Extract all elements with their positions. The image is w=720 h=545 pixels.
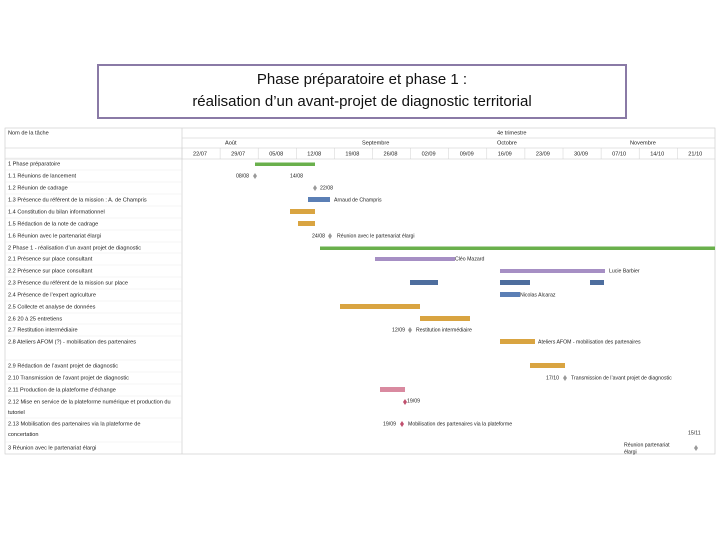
task-label: 2.3 Présence du référent de la mission s… (8, 280, 128, 286)
week-label: 14/10 (650, 151, 664, 157)
title-line: Phase préparatoire et phase 1 : (257, 71, 467, 88)
milestone (313, 185, 317, 191)
milestone (403, 399, 407, 405)
week-label: 07/10 (612, 151, 626, 157)
month-label: Octobre (497, 140, 517, 146)
task-label: 1.4 Constitution du bilan informationnel (8, 209, 105, 215)
task-bar (308, 197, 330, 202)
annotation: 14/08 (290, 173, 303, 179)
task-label: 2.4 Présence de l’expert agriculture (8, 292, 96, 298)
task-label: 2.6 20 à 25 entretiens (8, 316, 62, 322)
month-label: Août (225, 140, 237, 146)
week-label: 30/09 (574, 151, 588, 157)
task-label: 1.5 Rédaction de la note de cadrage (8, 221, 98, 227)
task-label: 2.12 Mise en service de la plateforme nu… (8, 399, 171, 405)
task-bar (500, 280, 530, 285)
milestone (408, 327, 412, 333)
title-box (97, 64, 627, 119)
month-label: Novembre (630, 140, 656, 146)
annotation: Nicolas Alcaraz (520, 292, 556, 298)
week-label: 22/07 (193, 151, 207, 157)
annotation: Cléo Mazard (455, 256, 485, 262)
task-label: 2.13 Mobilisation des partenaires via la… (8, 421, 140, 427)
task-label: 2.9 Rédaction de l’avant projet de diagn… (8, 363, 118, 369)
week-label: 05/08 (269, 151, 283, 157)
week-label: 21/10 (688, 151, 702, 157)
annotation: Réunion avec le partenariat élargi (337, 233, 415, 239)
task-bar (530, 363, 565, 368)
task-label: tutoriel (8, 410, 25, 416)
task-bar (375, 257, 455, 261)
task-bar (500, 292, 520, 297)
task-bar (500, 269, 605, 273)
annotation: 12/09 (392, 327, 405, 333)
annotation: 24/08 (312, 233, 325, 239)
task-bar (590, 280, 604, 285)
task-bar (340, 304, 420, 309)
task-header: Nom de la tâche (8, 130, 49, 136)
gantt: Nom de la tâche 4e trimestre 08/08 14/08… (4, 127, 716, 455)
milestone (253, 173, 257, 179)
task-bar (410, 280, 438, 285)
task-label: 2.7 Restitution intermédiaire (8, 327, 78, 333)
task-bar (420, 316, 470, 321)
annotation: 08/08 (236, 173, 249, 179)
annotation: élargi (624, 449, 637, 455)
milestone (400, 421, 404, 427)
task-label: 2.1 Présence sur place consultant (8, 256, 93, 262)
week-label: 29/07 (231, 151, 245, 157)
summary-bar (255, 162, 315, 166)
summary-bar (320, 246, 715, 250)
week-label: 26/08 (384, 151, 398, 157)
task-label: 1.3 Présence du référent de la mission :… (8, 197, 147, 203)
task-label: 2.8 Ateliers AFOM (?) - mobilisation des… (8, 339, 136, 345)
task-bar (298, 221, 315, 226)
milestone (694, 445, 698, 451)
annotation: 19/09 (407, 398, 420, 404)
week-label: 19/08 (345, 151, 359, 157)
task-label: 2.2 Présence sur place consultant (8, 268, 93, 274)
task-label: 1.2 Réunion de cadrage (8, 185, 68, 191)
task-label: 2.11 Production de la plateforme d’échan… (8, 387, 116, 393)
title-line: réalisation d’un avant-projet de diagnos… (192, 93, 531, 110)
milestone (563, 375, 567, 381)
task-label: 2 Phase 1 - réalisation d’un avant proje… (8, 245, 141, 251)
task-label: 3 Réunion avec le partenariat élargi (8, 445, 96, 451)
quarter-label: 4e trimestre (497, 130, 527, 136)
annotation: 22/08 (320, 185, 333, 191)
task-label: concertation (8, 432, 38, 438)
annotation: Réunion partenariat (624, 442, 670, 448)
week-label: 23/09 (536, 151, 550, 157)
week-label: 16/09 (498, 151, 512, 157)
week-label: 02/09 (422, 151, 436, 157)
annotation: Ateliers AFOM - mobilisation des partena… (538, 339, 641, 345)
annotation: 15/11 (688, 430, 701, 436)
task-label: 1.1 Réunions de lancement (8, 173, 77, 179)
annotation: Transmission de l’avant projet de diagno… (571, 375, 672, 381)
annotation: Restitution intermédiaire (416, 327, 472, 333)
task-bar (290, 209, 315, 214)
task-label: 1 Phase préparatoire (8, 161, 60, 167)
task-bar (500, 339, 535, 344)
task-label: 2.10 Transmission de l’avant projet de d… (8, 375, 129, 381)
annotation: Arnaud de Champris (334, 197, 382, 203)
annotation: 17/10 (546, 375, 559, 381)
annotation: Lucie Barbier (609, 268, 640, 274)
gantt-frame (4, 127, 716, 455)
annotation: Mobilisation des partenaires via la plat… (408, 421, 512, 427)
task-bar (380, 387, 405, 392)
annotation: 19/09 (383, 421, 396, 427)
task-label: 1.6 Réunion avec le partenariat élargi (8, 233, 101, 239)
month-label: Septembre (362, 140, 389, 146)
week-label: 12/08 (307, 151, 321, 157)
week-label: 09/09 (460, 151, 474, 157)
task-label: 2.5 Collecte et analyse de données (8, 304, 96, 310)
milestone (328, 233, 332, 239)
